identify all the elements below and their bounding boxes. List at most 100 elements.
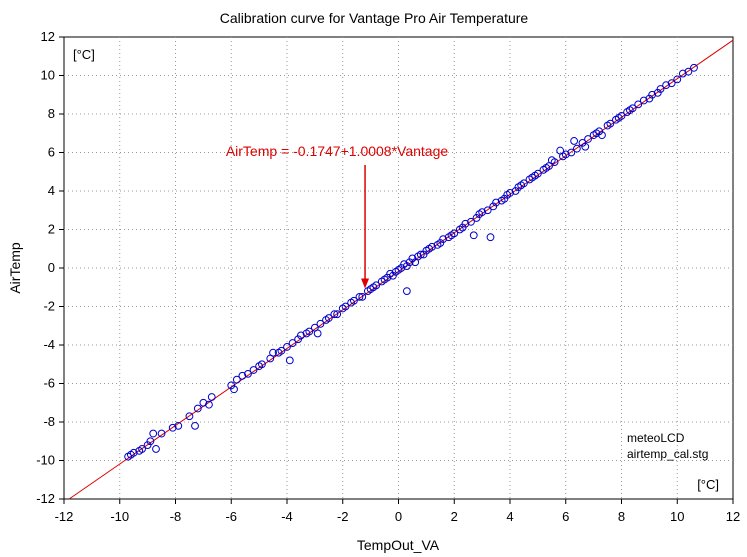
data-point [305,327,314,336]
y-tick-label: 0 [48,260,55,275]
data-point [244,369,252,378]
y-unit-label: [°C] [73,47,95,62]
data-point [467,217,475,226]
x-tick-label: -8 [170,509,182,524]
data-point [330,310,339,319]
data-point [684,67,693,76]
chart-title: Calibration curve for Vantage Pro Air Te… [220,10,529,26]
data-point [416,250,425,259]
x-unit-label: [°C] [697,477,719,492]
data-point [333,310,342,319]
data-point [316,319,325,328]
data-point [450,229,459,238]
x-tick-label: 12 [726,509,740,524]
x-tick-label: -2 [337,509,349,524]
data-point [193,404,202,413]
data-point [324,314,333,322]
data-point [199,398,208,407]
y-tick-label: 12 [41,29,55,44]
x-tick-label: 4 [506,509,513,524]
data-point [662,81,670,90]
data-point [205,400,213,409]
data-point [690,63,698,72]
data-point [341,302,350,311]
y-tick-label: -10 [36,453,55,468]
y-tick-label: -2 [43,299,55,314]
x-axis-title: TempOut_VA [357,537,440,553]
data-point [258,360,266,369]
data-point [138,445,146,453]
data-point [283,343,291,351]
x-tick-label: 6 [562,509,569,524]
data-point [129,448,138,457]
data-point [355,292,364,301]
y-tick-label: 8 [48,106,55,121]
data-point [428,242,436,251]
data-point [152,445,160,453]
y-tick-label: 6 [48,145,55,160]
data-point [313,329,322,338]
x-tick-label: -4 [281,509,293,524]
data-point [634,100,643,109]
data-point [350,296,358,305]
data-point [617,112,626,120]
data-point [288,339,297,347]
data-point [561,150,570,159]
data-point [230,385,238,394]
data-point [483,206,492,215]
data-point [648,90,657,99]
note-meteolcd: meteoLCD [627,431,685,445]
data-point [297,331,305,340]
data-point [402,287,411,296]
data-point [584,135,592,143]
data-point [486,233,495,242]
data-points [124,63,698,461]
y-tick-label: -8 [43,414,55,429]
data-point [372,281,381,290]
y-tick-label: 10 [41,68,55,83]
data-point [461,219,470,228]
data-point [174,421,183,430]
data-point [439,235,448,244]
annotation-arrowhead [361,278,370,289]
data-point [285,356,294,365]
data-point [570,137,579,145]
data-point [533,169,542,178]
data-point [146,437,155,446]
data-point [238,371,247,380]
y-axis-ticks: -12 -10 -8 -6 -4 -2 0 2 4 6 8 10 12 [36,29,64,506]
x-tick-label: -10 [110,509,129,524]
data-point [207,393,216,401]
data-point [492,198,500,207]
data-point [581,142,590,151]
fit-equation-label: AirTemp = -0.1747+1.0008*Vantage [226,143,449,159]
data-point [277,346,286,355]
y-tick-label: 4 [48,183,55,198]
data-point [628,104,637,113]
data-point [478,208,487,217]
data-point [249,366,258,374]
data-point [573,144,581,153]
data-point [606,119,615,128]
y-tick-label: -4 [43,337,55,352]
y-tick-label: -6 [43,376,55,391]
y-tick-label: 2 [48,222,55,237]
data-point [191,421,199,430]
data-point [185,412,194,421]
x-tick-label: -12 [55,509,74,524]
y-tick-label: -12 [36,491,55,506]
data-point [567,148,576,157]
note-filename: airtemp_cal.stg [627,447,708,461]
data-point [639,96,648,105]
data-point [149,429,158,438]
data-point [168,423,177,432]
data-point [269,348,277,357]
x-tick-label: 10 [670,509,684,524]
x-tick-label: -6 [225,509,237,524]
x-axis-ticks: -12 -10 -8 -6 -4 -2 0 2 4 6 8 10 12 [55,499,740,524]
data-point [157,429,166,438]
data-point [469,231,478,240]
x-tick-label: 2 [451,509,458,524]
x-tick-label: 0 [395,509,402,524]
